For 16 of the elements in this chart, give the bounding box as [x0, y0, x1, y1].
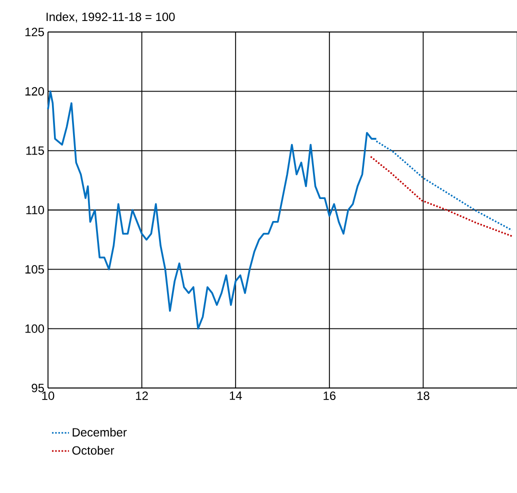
x-tick-label: 10	[42, 392, 54, 400]
y-tick-label: 100	[25, 324, 44, 333]
y-tick-label: 120	[25, 87, 44, 96]
y-tick-label: 105	[25, 265, 44, 274]
x-tick-label: 14	[230, 392, 242, 400]
legend-label: October	[72, 446, 114, 455]
y-tick-label: 95	[32, 384, 44, 392]
x-tick-label: 18	[417, 392, 430, 400]
legend-label: December	[72, 428, 127, 437]
y-tick-label: 110	[26, 206, 44, 214]
y-tick-label: 125	[25, 28, 44, 36]
x-tick-label: 16	[324, 392, 336, 400]
chart-title: Index, 1992-11-18 = 100	[46, 12, 175, 22]
x-tick-label: 12	[136, 392, 148, 400]
line-series	[370, 156, 513, 237]
y-tick-label: 115	[26, 146, 44, 155]
